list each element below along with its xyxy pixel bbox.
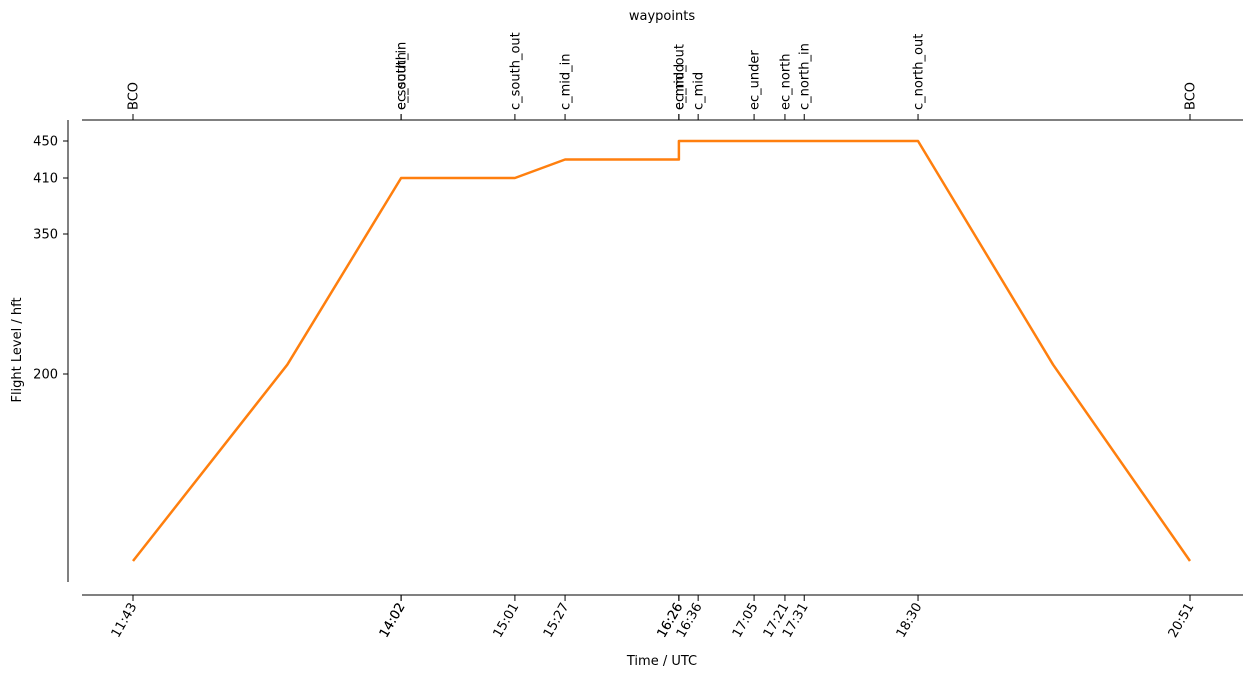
y-tick-label: 450 bbox=[33, 135, 58, 150]
waypoint-label: c_north_out bbox=[912, 34, 927, 110]
x-tick-label: 20:51 bbox=[1166, 601, 1198, 641]
waypoint-label: ec_south bbox=[395, 52, 410, 110]
waypoint-label: c_north_in bbox=[798, 43, 813, 110]
x-tick-label: 14:02 bbox=[377, 601, 409, 641]
waypoint-label: c_mid bbox=[692, 72, 707, 110]
x-tick-label: 15:01 bbox=[491, 601, 523, 641]
waypoint-label: ec_mid bbox=[672, 64, 687, 110]
top-axis-title: waypoints bbox=[629, 9, 695, 24]
x-tick-label: 18:30 bbox=[894, 601, 926, 641]
waypoint-label: BCO bbox=[1184, 82, 1199, 110]
y-axis-title: Flight Level / hft bbox=[10, 297, 25, 402]
waypoint-label: c_south_out bbox=[508, 32, 523, 110]
x-axis-title: Time / UTC bbox=[626, 654, 697, 669]
waypoint-label: ec_under bbox=[748, 50, 763, 110]
waypoint-label: BCO bbox=[127, 82, 142, 110]
waypoint-label: c_south_in bbox=[395, 42, 410, 110]
y-axis-ticks: 200 350 410 450 bbox=[33, 135, 68, 383]
y-tick-label: 350 bbox=[33, 228, 58, 243]
series-line bbox=[132, 139, 1192, 562]
waypoint-label: c_mid_out bbox=[672, 44, 687, 110]
x-tick-label: 11:43 bbox=[109, 601, 141, 641]
y-tick-label: 200 bbox=[33, 368, 58, 383]
x-tick-label: 17:05 bbox=[730, 601, 762, 641]
waypoint-label: ec_north bbox=[778, 53, 793, 110]
waypoint-label: c_mid_in bbox=[559, 53, 574, 110]
x-tick-label: 15:27 bbox=[541, 601, 573, 641]
y-tick-label: 410 bbox=[33, 172, 58, 187]
